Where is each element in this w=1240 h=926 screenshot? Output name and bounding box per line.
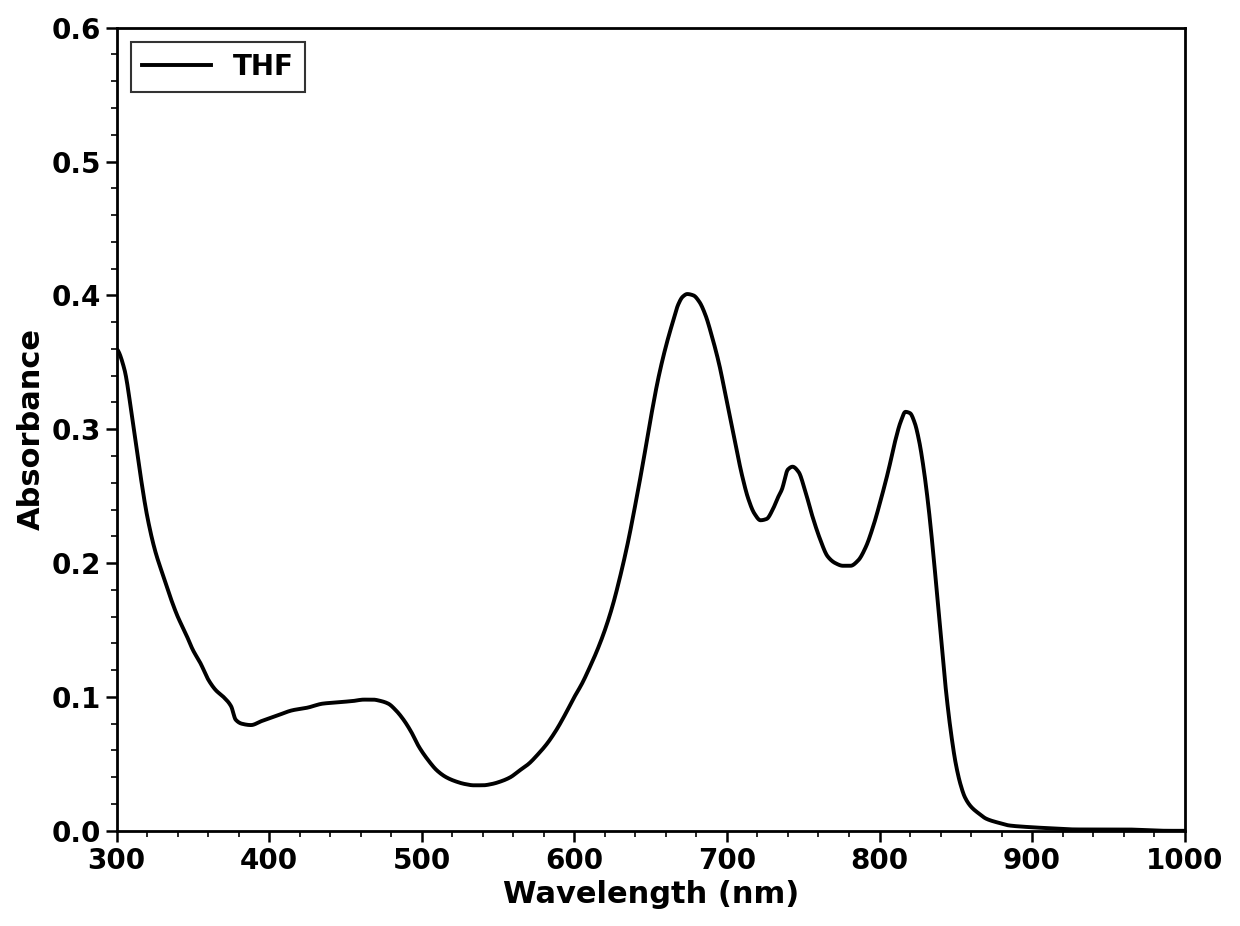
Legend: THF: THF bbox=[130, 42, 305, 92]
Y-axis label: Absorbance: Absorbance bbox=[16, 328, 46, 531]
X-axis label: Wavelength (nm): Wavelength (nm) bbox=[502, 881, 799, 909]
